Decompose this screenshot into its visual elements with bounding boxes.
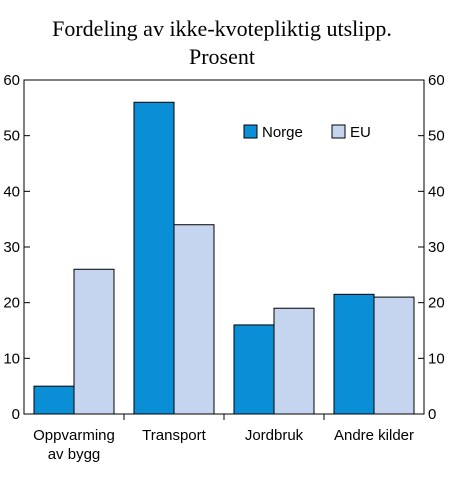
y-tick-label-right: 60 [428,72,445,89]
y-tick-label-left: 10 [3,350,20,367]
bar-norge-2 [233,324,275,415]
chart-title-line-2: Prosent [189,44,255,69]
legend-swatch-eu [331,124,346,139]
legend-label-eu: EU [350,124,371,141]
y-tick-label-left: 0 [12,406,20,423]
y-tick-label-right: 0 [428,406,436,423]
chart-title-line-1: Fordeling av ikke-kvotepliktig utslipp. [52,16,392,41]
x-category-label: Oppvarming [33,427,115,444]
y-tick-label-right: 50 [428,128,445,145]
y-tick-label-left: 50 [3,128,20,145]
y-tick-label-right: 40 [428,183,445,200]
y-tick-label-right: 20 [428,295,445,312]
bar-norge-1 [133,101,175,415]
x-category-label: Jordbruk [245,427,304,444]
plot-area: 0 0 10 10 20 20 30 30 40 40 50 50 60 60 Oppvarming av b… [3,72,444,463]
y-tick-label-left: 20 [3,295,20,312]
bar-norge-3 [333,293,375,415]
bar-norge-0 [33,385,75,415]
bar-eu-2 [273,307,315,415]
x-category-label: av bygg [48,446,101,463]
y-tick-label-left: 60 [3,72,20,89]
legend-swatch-norge [243,124,258,139]
y-tick-label-left: 30 [3,239,20,256]
x-category-label: Transport [142,427,206,444]
bar-eu-3 [373,296,415,415]
legend-label-norge: Norge [262,124,303,141]
y-tick-label-right: 10 [428,350,445,367]
y-tick-label-right: 30 [428,239,445,256]
y-tick-label-left: 40 [3,183,20,200]
bar-eu-1 [173,224,215,415]
x-category-label: Andre kilder [334,427,414,444]
bar-eu-0 [73,268,115,415]
